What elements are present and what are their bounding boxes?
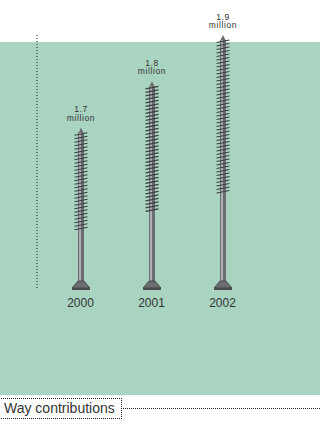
svg-text:1.8million: 1.8million bbox=[138, 58, 166, 77]
svg-text:1.7million: 1.7million bbox=[67, 104, 95, 123]
svg-text:2002: 2002 bbox=[209, 296, 236, 310]
svg-text:2000: 2000 bbox=[67, 296, 94, 310]
html-text:Way contributions: Way contributions bbox=[4, 400, 115, 416]
svg-text:2001: 2001 bbox=[138, 296, 165, 310]
svg-text:1.9million: 1.9million bbox=[209, 12, 237, 31]
